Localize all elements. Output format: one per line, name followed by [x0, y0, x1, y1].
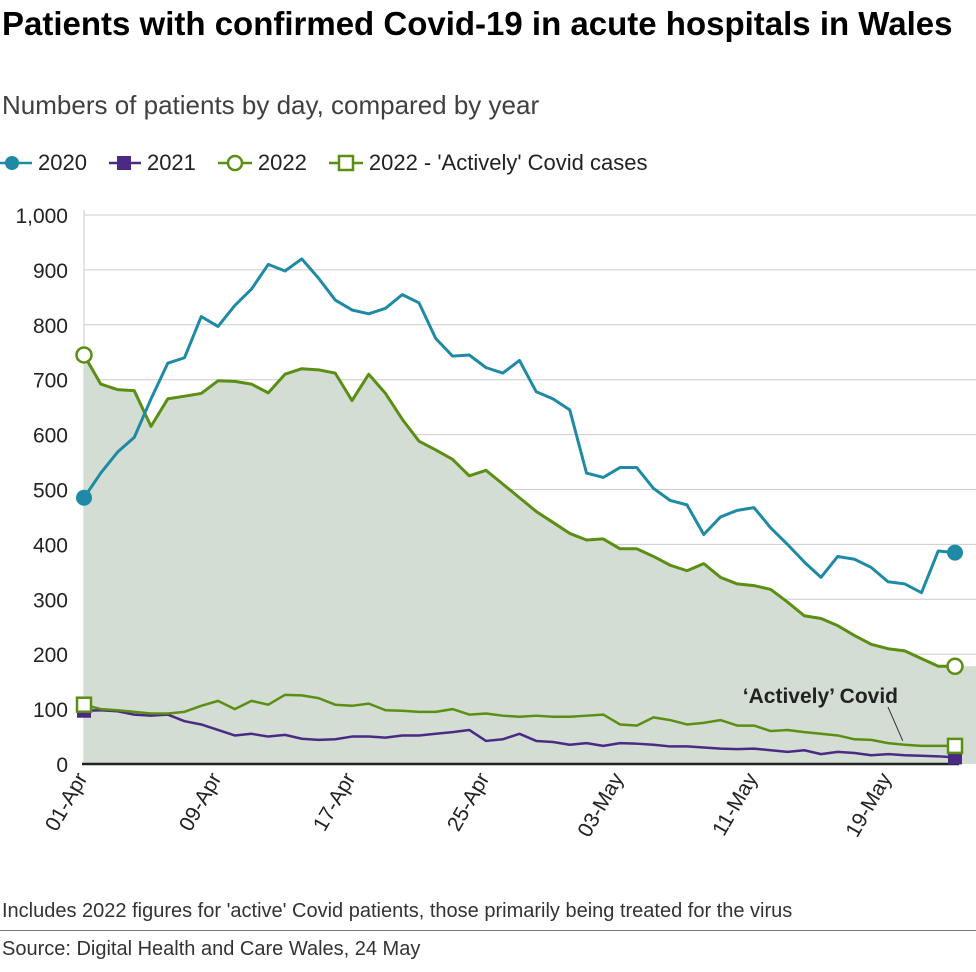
series-line-2021 — [83, 708, 956, 759]
annotation-leader-line — [887, 706, 904, 741]
marker-2022 — [946, 657, 964, 676]
line-chart: 0 100 200 300 400 500 600 700 800 900 1,000 01-Apr 0… — [15, 205, 976, 842]
divider — [0, 930, 976, 931]
legend-item-2022-active: 2022 - 'Actively' Covid cases — [328, 150, 648, 176]
series-line-2022 — [82, 354, 955, 668]
x-tick-label: 25-Apr — [443, 769, 494, 835]
y-tick-label: 0 — [56, 754, 68, 777]
y-tick-label: 1,000 — [15, 205, 68, 228]
marker-2020 — [76, 489, 92, 506]
annotation-actively-covid: ‘Actively’ Covid — [743, 685, 898, 708]
legend: 2020 2021 2022 2022 - 'Actively' Covid c… — [0, 148, 670, 178]
marker-2022-actively-covid-cases — [75, 696, 93, 713]
legend-item-2020: 2020 — [0, 150, 87, 176]
y-tick-label: 800 — [33, 315, 68, 338]
series-line-2020 — [82, 257, 956, 595]
area-2022-fill — [84, 354, 976, 764]
y-tick-label: 400 — [33, 534, 68, 557]
chart-title: Patients with confirmed Covid-19 in acut… — [2, 5, 953, 42]
footnote: Includes 2022 figures for 'active' Covid… — [2, 900, 793, 922]
x-tick-label: 01-Apr — [41, 769, 92, 835]
open-circle-marker-icon — [217, 154, 252, 172]
filled-circle-marker-icon — [0, 156, 32, 170]
chart-subtitle: Numbers of patients by day, compared by … — [2, 90, 540, 120]
legend-label: 2022 — [257, 150, 307, 175]
marker-2020 — [947, 544, 963, 561]
x-tick-label: 03-May — [573, 769, 628, 842]
y-tick-label: 600 — [33, 425, 68, 448]
legend-label: 2022 - 'Actively' Covid cases — [368, 150, 648, 175]
x-tick-label: 17-Apr — [309, 769, 360, 835]
marker-2022 — [75, 346, 93, 364]
y-tick-label: 200 — [33, 644, 68, 667]
y-tick-label: 500 — [33, 480, 68, 503]
marker-2022-actively-covid-cases — [946, 737, 964, 755]
y-tick-label: 900 — [33, 260, 68, 283]
x-tick-label: 11-May — [708, 769, 762, 840]
legend-item-2022: 2022 — [217, 150, 307, 176]
x-tick-label: 09-Apr — [175, 769, 226, 835]
open-square-marker-icon — [328, 154, 363, 172]
y-tick-label: 300 — [33, 589, 68, 612]
filled-square-marker-icon — [108, 156, 141, 170]
legend-label: 2020 — [38, 150, 87, 175]
source-note: Source: Digital Health and Care Wales, 2… — [2, 938, 421, 960]
y-tick-label: 100 — [33, 699, 68, 722]
y-tick-label: 700 — [33, 370, 68, 393]
legend-label: 2021 — [146, 150, 196, 175]
x-tick-label: 19-May — [841, 769, 896, 842]
legend-item-2021: 2021 — [108, 150, 196, 176]
series-line-2022-actively-covid-cases — [83, 693, 955, 748]
